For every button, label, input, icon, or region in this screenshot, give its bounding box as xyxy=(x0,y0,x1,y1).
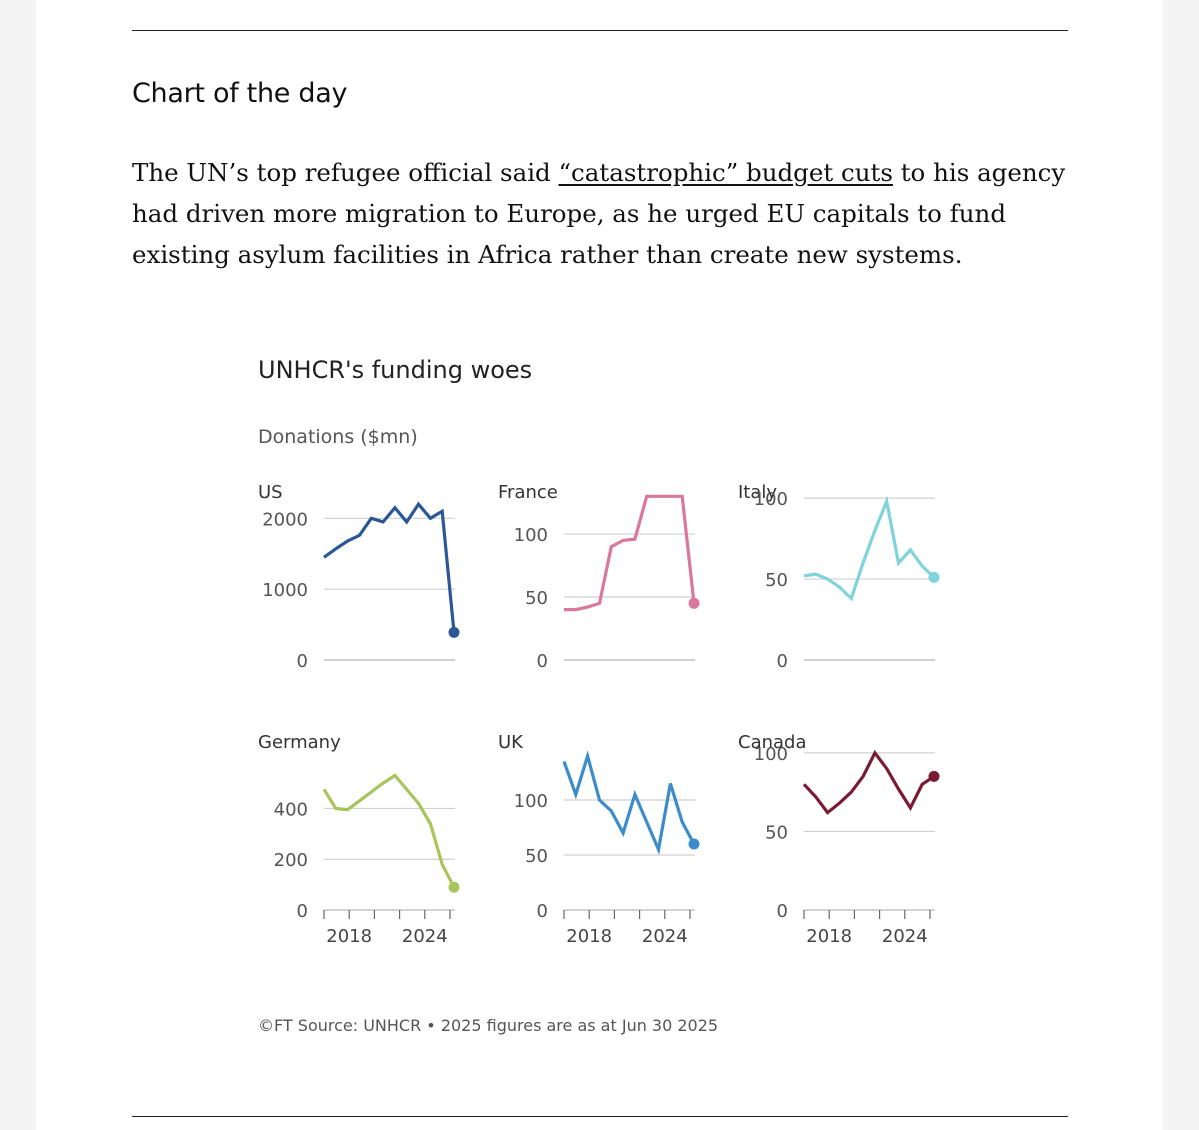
panel-title-germany: Germany xyxy=(258,732,341,753)
paragraph-rest: to his agency had driven more migration … xyxy=(132,158,1066,269)
y-tick-label-italy-50: 50 xyxy=(765,570,788,591)
x-tick-label-germany-2024: 2024 xyxy=(402,926,448,947)
y-tick-label-us-0: 0 xyxy=(297,651,308,672)
end-marker-uk-2025 xyxy=(688,838,700,850)
end-marker-germany-2025 xyxy=(448,881,460,893)
chart-footnote: ©FT Source: UNHCR • 2025 figures are as … xyxy=(258,1016,719,1035)
series-line-germany xyxy=(322,773,456,888)
series-line-us xyxy=(323,501,456,633)
series-line-canada xyxy=(802,749,935,815)
y-tick-label-us-2000: 2000 xyxy=(262,509,308,530)
panel-title-us: US xyxy=(258,482,283,503)
y-tick-label-italy-100: 100 xyxy=(754,489,788,510)
x-tick-label-canada-2024: 2024 xyxy=(882,926,928,947)
article-page: Chart of the day The UN’s top refugee of… xyxy=(36,0,1163,1130)
y-tick-label-canada-0: 0 xyxy=(777,901,788,922)
y-tick-label-uk-50: 50 xyxy=(525,846,548,867)
y-tick-label-germany-400: 400 xyxy=(274,799,308,820)
series-line-uk xyxy=(562,750,696,856)
end-marker-italy-2025 xyxy=(928,571,940,583)
y-tick-label-france-100: 100 xyxy=(514,525,548,546)
top-divider xyxy=(132,30,1068,31)
y-tick-label-france-0: 0 xyxy=(537,651,548,672)
panel-title-italy: Italy xyxy=(738,482,777,503)
x-tick-label-uk-2024: 2024 xyxy=(642,926,688,947)
series-line-france xyxy=(564,494,696,612)
x-tick-label-canada-2018: 2018 xyxy=(806,926,852,947)
chart-title: UNHCR's funding woes xyxy=(258,356,533,384)
end-marker-canada-2025 xyxy=(928,770,940,782)
y-tick-label-germany-200: 200 xyxy=(274,850,308,871)
y-tick-label-canada-50: 50 xyxy=(765,822,788,843)
panel-title-uk: UK xyxy=(498,732,524,753)
y-tick-label-uk-0: 0 xyxy=(537,901,548,922)
section-title: Chart of the day xyxy=(132,78,348,109)
small-multiples-chart: US010002000France050100Italy050100German… xyxy=(258,482,940,947)
paragraph-lead: The UN’s top refugee official said xyxy=(132,158,559,187)
panel-title-canada: Canada xyxy=(738,732,807,753)
y-tick-label-uk-100: 100 xyxy=(514,791,548,812)
budget-cuts-link[interactable]: “catastrophic” budget cuts xyxy=(558,158,893,187)
y-tick-label-canada-100: 100 xyxy=(754,744,788,765)
x-tick-label-germany-2018: 2018 xyxy=(326,926,372,947)
chart-subtitle: Donations ($mn) xyxy=(258,426,418,448)
end-marker-us-2025 xyxy=(448,626,460,638)
y-tick-label-germany-0: 0 xyxy=(297,901,308,922)
end-marker-france-2025 xyxy=(688,597,700,609)
y-tick-label-us-1000: 1000 xyxy=(262,580,308,601)
panel-title-france: France xyxy=(498,482,558,503)
bottom-divider xyxy=(132,1116,1068,1117)
y-tick-label-france-50: 50 xyxy=(525,588,548,609)
article-paragraph: The UN’s top refugee official said “cata… xyxy=(132,152,1072,275)
x-tick-label-uk-2018: 2018 xyxy=(566,926,612,947)
y-tick-label-italy-0: 0 xyxy=(777,651,788,672)
series-line-italy xyxy=(803,495,936,602)
